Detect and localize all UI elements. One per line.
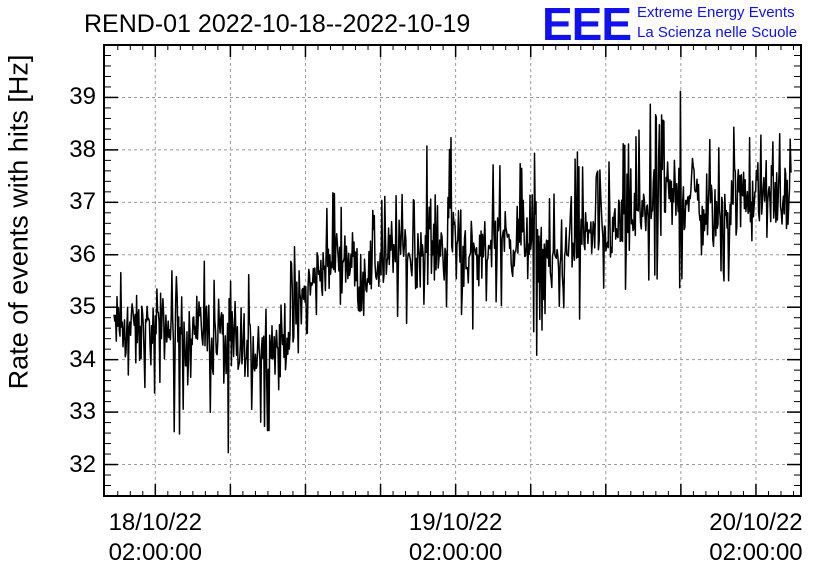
y-axis-label: Rate of events with hits [Hz] (3, 54, 34, 390)
y-tick-label: 32 (69, 450, 96, 478)
y-tick-label: 36 (69, 240, 96, 268)
y-tick-label: 37 (69, 188, 96, 216)
x-tick-label: 18/10/22 02:00:00 (108, 509, 202, 566)
x-tick-label: 20/10/22 02:00:00 (709, 509, 803, 566)
grid-lines (104, 45, 801, 496)
y-tick-label: 33 (69, 398, 96, 426)
axis-ticks (104, 45, 801, 497)
series-line-rend-01 (113, 90, 792, 454)
y-tick-label: 34 (69, 345, 96, 373)
plot-frame (103, 44, 802, 497)
logo-text-line2: La Scienza nelle Scuole (637, 24, 798, 41)
chart-title: REND-01 2022-10-18--2022-10-19 (84, 10, 471, 38)
x-tick-label: 19/10/22 02:00:00 (408, 509, 503, 566)
logo-text-line1: Extreme Energy Events (637, 4, 795, 21)
eee-logo-mark: EEE (542, 0, 632, 50)
data-series-trace (113, 90, 792, 454)
y-tick-label: 35 (69, 293, 96, 321)
y-tick-label: 38 (69, 135, 96, 163)
y-tick-label: 39 (69, 83, 96, 111)
